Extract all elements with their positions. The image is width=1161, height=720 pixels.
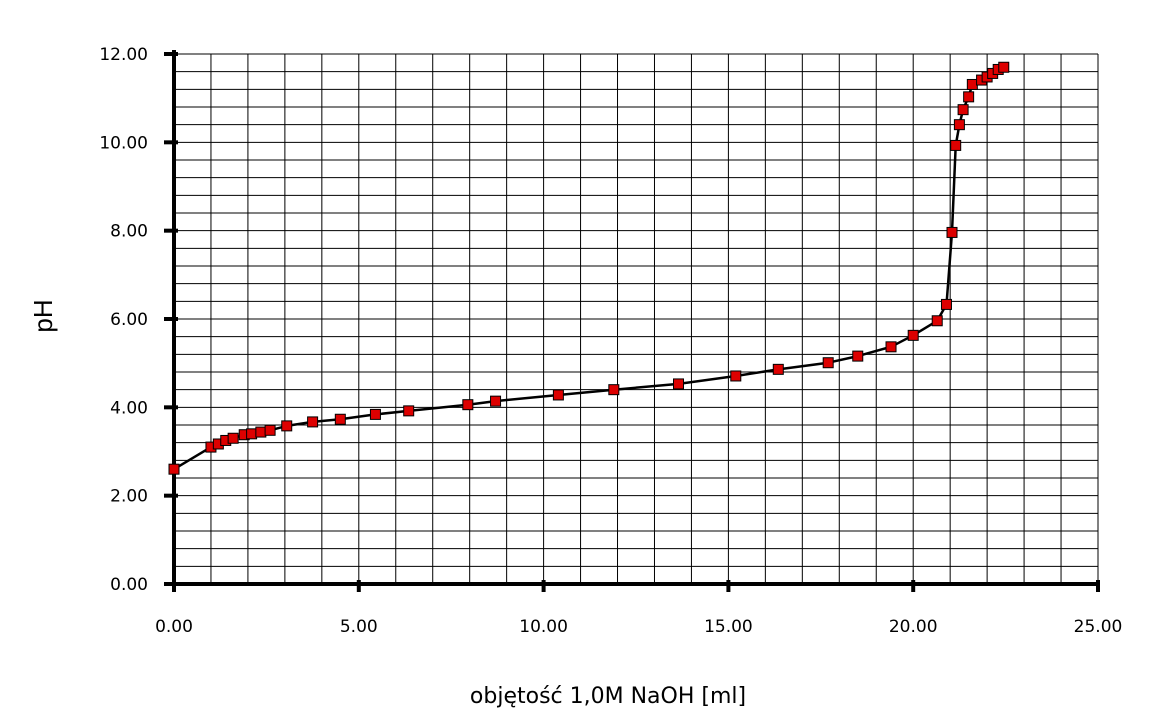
x-axis-label: objętość 1,0M NaOH [ml] <box>470 684 746 709</box>
data-point <box>255 426 267 438</box>
data-point <box>772 363 784 375</box>
y-axis-label: pH <box>28 299 58 332</box>
y-tick-label: 6.00 <box>110 310 148 330</box>
data-point <box>946 226 958 238</box>
data-point <box>730 370 742 382</box>
grid <box>174 53 1099 584</box>
y-tick-label: 10.00 <box>99 133 148 153</box>
data-point <box>957 104 969 116</box>
data-point <box>950 139 962 151</box>
data-point <box>953 119 965 131</box>
data-point <box>998 61 1010 73</box>
data-point <box>403 405 415 417</box>
data-point <box>369 408 381 420</box>
x-tick-label: 25.00 <box>1074 617 1123 637</box>
data-point <box>334 413 346 425</box>
titration-curve <box>173 66 1005 471</box>
data-point <box>227 432 239 444</box>
data-point <box>246 428 258 440</box>
series-line <box>173 66 1005 471</box>
data-point <box>940 298 952 310</box>
x-tick-label: 15.00 <box>704 617 753 637</box>
data-point <box>490 395 502 407</box>
data-point <box>608 384 620 396</box>
ticks: 0.00 5.00 10.00 15.00 20.00 25.00 0.00 2.00 4.00… <box>99 45 1122 637</box>
x-tick-label: 0.00 <box>155 617 193 637</box>
x-tick-label: 10.00 <box>519 617 568 637</box>
data-point <box>931 315 943 327</box>
data-point <box>822 357 834 369</box>
data-point <box>907 329 919 341</box>
x-tick-label: 20.00 <box>889 617 938 637</box>
data-point <box>264 424 276 436</box>
data-point <box>852 350 864 362</box>
data-point <box>281 420 293 432</box>
data-point <box>552 389 564 401</box>
data-point <box>168 463 180 475</box>
y-tick-label: 2.00 <box>110 487 148 507</box>
y-tick-label: 4.00 <box>110 398 148 418</box>
data-point <box>462 399 474 411</box>
x-tick-label: 5.00 <box>340 617 378 637</box>
data-point <box>966 78 978 90</box>
y-tick-label: 0.00 <box>110 575 148 595</box>
data-point <box>885 341 897 353</box>
data-markers <box>168 61 1010 475</box>
y-tick-label: 12.00 <box>99 45 148 65</box>
y-tick-label: 8.00 <box>110 222 148 242</box>
data-point <box>307 416 319 428</box>
data-point <box>673 378 685 390</box>
data-point <box>963 91 975 103</box>
